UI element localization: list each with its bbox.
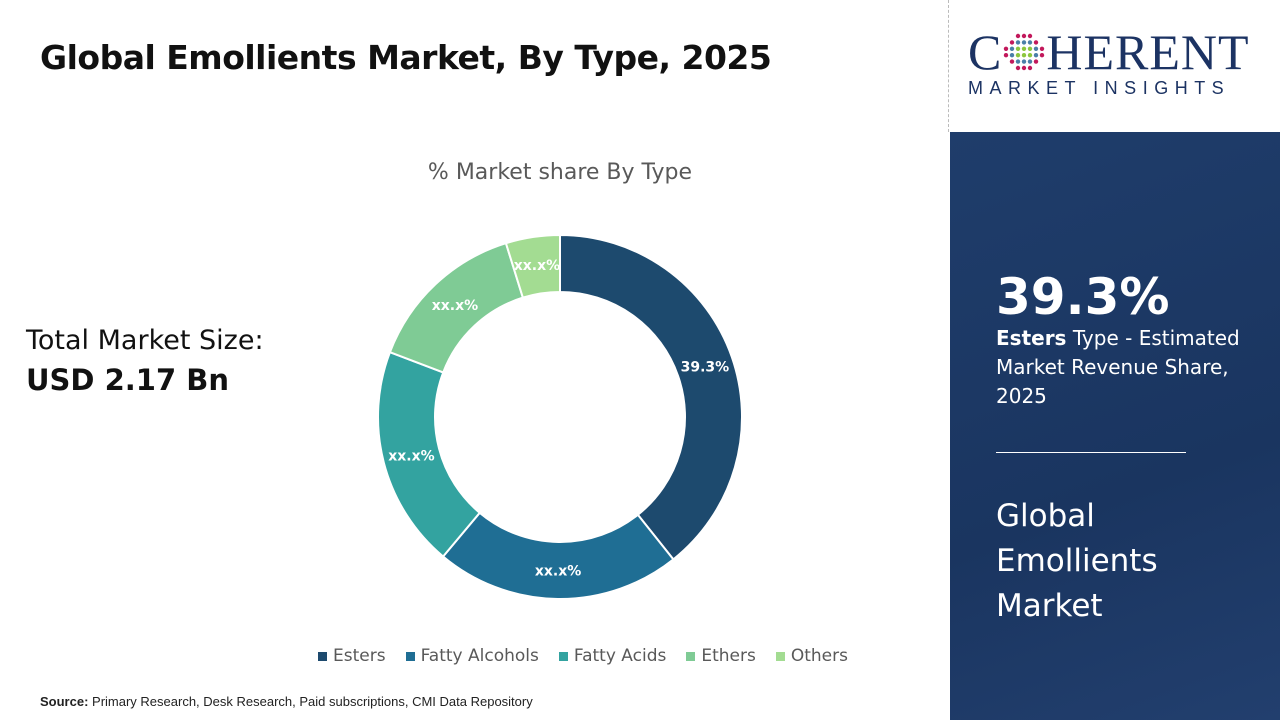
market-size-label: Total Market Size: — [26, 325, 264, 356]
data-label: xx.x% — [388, 449, 434, 465]
panel-divider — [996, 452, 1186, 453]
source-label: Source: — [40, 694, 89, 709]
chart-title: % Market share By Type — [427, 160, 693, 185]
donut-slice-others — [504, 233, 561, 299]
market-size-value: USD 2.17 Bn — [26, 363, 229, 397]
highlight-percent: 39.3% — [996, 268, 1170, 326]
data-label: 39.3% — [681, 359, 730, 375]
highlight-panel: 39.3% Esters Type - Estimated Market Rev… — [950, 132, 1280, 720]
globe-icon — [1004, 33, 1045, 71]
divider — [948, 0, 950, 132]
legend-item: Others — [775, 646, 848, 666]
donut-chart: 39.3% xx.x% xx.x% xx.x% xx.x% — [377, 233, 743, 600]
legend-label: Esters — [333, 646, 386, 666]
donut-slice-fatty-alcohols — [441, 511, 675, 600]
legend-item: Fatty Acids — [558, 646, 667, 666]
market-name: Global Emollients Market — [996, 498, 1158, 624]
legend-swatch — [405, 651, 415, 661]
data-label: xx.x% — [535, 563, 581, 579]
legend-item: Ethers — [686, 646, 756, 666]
legend-swatch — [775, 651, 785, 661]
source-text: Primary Research, Desk Research, Paid su… — [88, 694, 533, 709]
legend-item: Esters — [318, 646, 386, 666]
legend-label: Others — [790, 646, 848, 666]
company-logo: C HERENT MARKET INSIGHTS — [968, 24, 1250, 98]
data-label: xx.x% — [432, 298, 478, 314]
legend-label: Fatty Acids — [573, 646, 667, 666]
highlight-segment: Esters — [996, 326, 1067, 350]
legend-item: Fatty Alcohols — [405, 646, 539, 666]
page-title: Global Emollients Market, By Type, 2025 — [40, 38, 772, 77]
legend-swatch — [318, 651, 327, 661]
source-note: Source: Primary Research, Desk Research,… — [40, 694, 533, 709]
highlight-text: Type - Estimated Market Revenue Share, 2… — [996, 326, 1240, 408]
highlight-description: Esters Type - Estimated Market Revenue S… — [996, 324, 1246, 411]
data-label: xx.x% — [514, 258, 560, 274]
legend-swatch — [686, 651, 696, 661]
chart-legend: Esters Fatty Alcohols Fatty Acids Ethers Oth… — [318, 646, 848, 666]
legend-label: Ethers — [701, 646, 756, 666]
legend-label: Fatty Alcohols — [420, 646, 539, 666]
legend-swatch — [558, 651, 568, 661]
donut-slice-esters — [559, 233, 743, 561]
